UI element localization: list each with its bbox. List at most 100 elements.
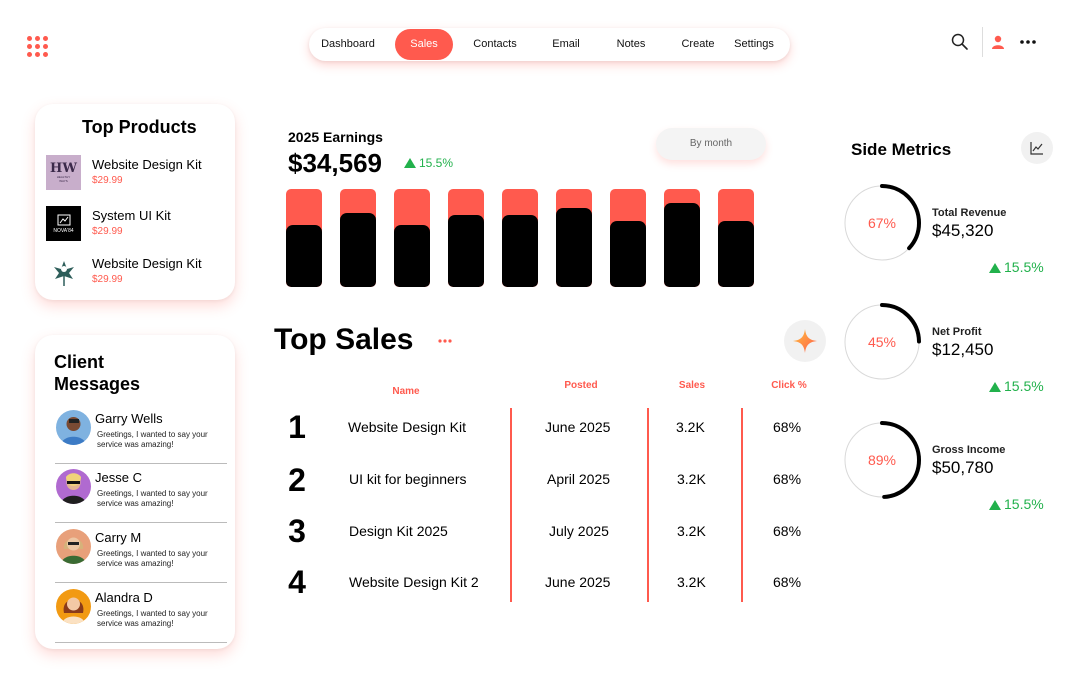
earnings-bar-fill (286, 225, 322, 287)
metric-value: $45,320 (932, 221, 994, 240)
product-price: $29.99 (92, 226, 123, 237)
tab-contacts[interactable]: Contacts (473, 38, 517, 50)
tab-sales[interactable]: Sales (395, 29, 453, 60)
ring-progress (843, 184, 921, 262)
metric-label: Gross Income (932, 444, 1006, 456)
user-icon[interactable] (986, 30, 1010, 54)
message-item[interactable]: Alandra D Greetings, I wanted to say you… (55, 585, 227, 643)
earnings-bar-fill (664, 203, 700, 287)
progress-ring (843, 421, 921, 499)
tab-settings[interactable]: Settings (734, 38, 774, 50)
col-header-sales[interactable]: Sales (678, 380, 706, 391)
client-messages-card: Client Messages Garry Wells Greetings, I… (35, 335, 235, 649)
tab-dashboard[interactable]: Dashboard (321, 38, 375, 50)
message-item[interactable]: Garry Wells Greetings, I wanted to say y… (55, 406, 227, 464)
earnings-bar[interactable] (340, 189, 376, 287)
metric-change: 15.5% (989, 259, 1044, 275)
row-sales: 3.2K (677, 471, 706, 487)
avatar (56, 410, 91, 445)
top-nav: Dashboard Sales Contacts Email Notes Cre… (309, 28, 790, 61)
ring-progress (843, 303, 921, 381)
top-icons (951, 27, 1046, 57)
line-chart-icon[interactable] (1021, 132, 1053, 164)
by-month-button[interactable]: By month (656, 128, 766, 160)
more-icon[interactable] (1016, 30, 1040, 54)
col-header-name[interactable]: Name (392, 386, 420, 397)
message-item[interactable]: Jesse C Greetings, I wanted to say your … (55, 465, 227, 523)
sparkle-icon[interactable] (784, 320, 826, 362)
earnings-change: 15.5% (404, 156, 453, 170)
product-name: Website Design Kit (92, 157, 202, 172)
earnings-bar[interactable] (502, 189, 538, 287)
message-preview: Greetings, I wanted to say your service … (97, 430, 208, 449)
logo-text: HW (50, 161, 77, 176)
metric-label: Net Profit (932, 326, 982, 338)
row-sales: 3.2K (677, 523, 706, 539)
up-arrow-icon (989, 500, 1001, 510)
message-preview: Greetings, I wanted to say your service … (97, 609, 208, 628)
row-rank: 3 (288, 513, 306, 549)
column-divider (647, 408, 649, 602)
product-item[interactable]: Website Design Kit $29.99 (46, 254, 236, 290)
metric-gross-income[interactable]: 89% Gross Income $50,780 15.5% (842, 420, 1062, 520)
message-sender: Alandra D (95, 590, 153, 605)
ring-progress (843, 421, 921, 499)
product-item[interactable]: HW HEALTHY WAYS Website Design Kit $29.9… (46, 155, 236, 191)
tab-notes[interactable]: Notes (616, 38, 646, 50)
earnings-bar[interactable] (718, 189, 754, 287)
up-arrow-icon (989, 382, 1001, 392)
column-divider (510, 408, 512, 602)
product-name: System UI Kit (92, 208, 171, 223)
dots-grid-icon[interactable] (27, 36, 48, 57)
top-products-title: Top Products (82, 117, 197, 137)
earnings-bar-fill (556, 208, 592, 287)
earnings-bar[interactable] (556, 189, 592, 287)
metric-value: $50,780 (932, 458, 994, 477)
avatar (56, 589, 91, 624)
healthy-ways-logo: HW HEALTHY WAYS (46, 155, 81, 190)
message-item[interactable]: Carry M Greetings, I wanted to say your … (55, 525, 227, 583)
progress-ring (843, 184, 921, 262)
row-click: 68% (773, 523, 802, 539)
row-sales: 3.2K (676, 419, 705, 435)
earnings-bar[interactable] (286, 189, 322, 287)
message-preview: Greetings, I wanted to say your service … (97, 549, 208, 568)
side-metrics-title: Side Metrics (851, 140, 952, 159)
row-name: Website Design Kit 2 (349, 574, 479, 590)
metric-value: $12,450 (932, 340, 994, 359)
top-sales-title: Top Sales (274, 323, 414, 356)
earnings-bar[interactable] (448, 189, 484, 287)
col-header-click[interactable]: Click % (771, 380, 807, 391)
title-line: Messages (54, 374, 141, 394)
row-rank: 1 (288, 409, 306, 445)
nova84-logo: NOVA'84 (46, 206, 81, 241)
metric-label: Total Revenue (932, 207, 1007, 219)
avatar (56, 529, 91, 564)
row-click: 68% (773, 574, 802, 590)
column-divider (741, 408, 743, 602)
more-icon[interactable] (437, 334, 453, 348)
metric-net-profit[interactable]: 45% Net Profit $12,450 15.5% (842, 302, 1062, 402)
divider (982, 27, 983, 57)
search-icon[interactable] (948, 30, 972, 54)
earnings-bar[interactable] (394, 189, 430, 287)
row-click: 68% (773, 419, 802, 435)
metric-total-revenue[interactable]: 67% Total Revenue $45,320 15.5% (842, 183, 1062, 283)
title-line: Client (54, 352, 105, 372)
tab-create[interactable]: Create (681, 38, 715, 50)
product-item[interactable]: NOVA'84 System UI Kit $29.99 (46, 206, 236, 242)
row-name: Website Design Kit (348, 419, 467, 435)
col-header-posted[interactable]: Posted (564, 380, 598, 391)
tab-email[interactable]: Email (552, 38, 580, 50)
logo-text: NOVA'84 (53, 227, 74, 234)
metric-percent: 45% (867, 334, 897, 350)
earnings-bar[interactable] (664, 189, 700, 287)
progress-ring (843, 303, 921, 381)
row-sales: 3.2K (677, 574, 706, 590)
message-sender: Carry M (95, 530, 142, 545)
row-click: 68% (773, 471, 802, 487)
earnings-bar[interactable] (610, 189, 646, 287)
product-price: $29.99 (92, 274, 123, 285)
change-value: 15.5% (1004, 496, 1044, 512)
